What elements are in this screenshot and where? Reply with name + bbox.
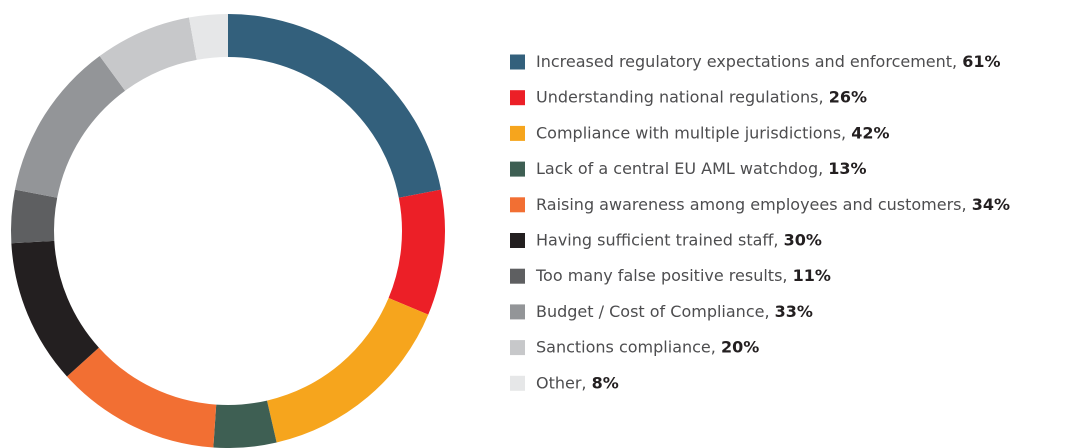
legend-swatch [510, 375, 525, 391]
legend-label: Raising awareness among employees and cu… [536, 194, 1010, 213]
legend-swatch [510, 197, 525, 213]
legend-value: 61% [962, 52, 1000, 71]
donut-segment [266, 298, 429, 443]
legend-category: Lack of a central EU AML watchdog, [536, 159, 823, 178]
donut-segment [213, 400, 277, 448]
legend-value: 30% [784, 230, 822, 249]
legend-label: Sanctions compliance, 20% [536, 337, 759, 356]
legend-value: 33% [775, 301, 813, 320]
legend-label: Understanding national regulations, 26% [536, 87, 867, 106]
legend-category: Compliance with multiple jurisdictions, [536, 123, 846, 142]
legend-value: 26% [829, 87, 867, 106]
donut-segment [14, 56, 126, 198]
legend-label: Increased regulatory expectations and en… [536, 52, 1001, 71]
donut-segment [228, 14, 442, 198]
donut-segment [99, 17, 197, 91]
legend-value: 42% [851, 123, 889, 142]
legend-swatch [510, 340, 525, 356]
legend-label: Other, 8% [536, 373, 619, 392]
legend-category: Understanding national regulations, [536, 87, 824, 106]
donut-segment [388, 189, 445, 315]
legend-label: Having sufficient trained staff, 30% [536, 230, 822, 249]
legend-label: Budget / Cost of Compliance, 33% [536, 301, 813, 320]
donut-segment [66, 347, 217, 448]
legend-category: Having sufficient trained staff, [536, 230, 779, 249]
legend-category: Increased regulatory expectations and en… [536, 52, 957, 71]
legend-value: 11% [793, 266, 831, 285]
legend-label: Compliance with multiple jurisdictions, … [536, 123, 890, 142]
legend-label: Lack of a central EU AML watchdog, 13% [536, 159, 867, 178]
legend-swatch [510, 90, 525, 106]
legend-swatch [510, 268, 525, 284]
legend-value: 13% [828, 159, 866, 178]
legend-value: 34% [972, 194, 1010, 213]
legend-swatch [510, 54, 525, 70]
legend-value: 20% [721, 337, 759, 356]
donut-segment [11, 240, 99, 377]
legend-category: Too many false positive results, [535, 266, 787, 285]
legend-swatch [510, 233, 525, 248]
legend-category: Other, [536, 373, 587, 392]
legend-value: 8% [592, 373, 619, 392]
legend-category: Raising awareness among employees and cu… [536, 194, 967, 213]
legend-swatch [510, 161, 525, 177]
legend-label: Too many false positive results, 11% [535, 266, 831, 285]
legend-swatch [510, 304, 525, 320]
donut-segment [188, 14, 228, 60]
legend-swatch [510, 125, 525, 141]
legend-category: Budget / Cost of Compliance, [536, 301, 770, 320]
donut-segment [10, 189, 58, 244]
legend-category: Sanctions compliance, [536, 337, 716, 356]
